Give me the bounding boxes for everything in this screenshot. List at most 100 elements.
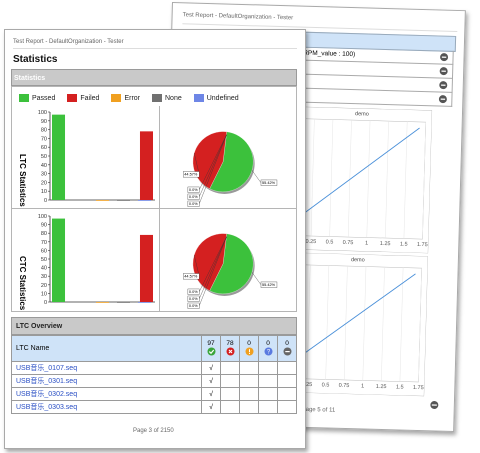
back-row-text: = RPM_value : 100) — [297, 49, 356, 59]
statistics-panel — [11, 86, 297, 312]
grid-line — [366, 120, 371, 238]
pie-label-undefined-box — [187, 302, 200, 309]
y-tick-label: 80 — [41, 128, 47, 134]
icon-bar — [441, 56, 447, 58]
pie-label-error: 0.0% — [189, 290, 198, 294]
grid-line — [310, 119, 315, 236]
pie-label-passed-box — [260, 281, 278, 288]
table-header-row: LTC Name 97 78 0 0? 0 — [11, 335, 297, 362]
y-tick-label: 100 — [38, 110, 47, 116]
legend-label: None — [165, 94, 182, 102]
legend: Passed Failed Error None Undefined — [19, 94, 289, 102]
back-page-footer: Page 5 of 11 — [301, 406, 336, 414]
legend-swatch — [67, 94, 78, 102]
y-tick-label: 60 — [41, 248, 47, 254]
y-tick-label: 70 — [41, 136, 47, 142]
x-tick-label: 0.25 — [305, 239, 316, 245]
pie-label-failed-box — [183, 273, 200, 280]
pie-label-none-leader — [199, 134, 227, 197]
legend-swatch — [111, 94, 122, 102]
x-tick-label: 1.5 — [400, 241, 408, 247]
legend-label: Failed — [80, 94, 100, 102]
bar-failed — [139, 131, 153, 200]
x-tick-label: 1 — [361, 383, 364, 389]
bar-none — [116, 200, 131, 201]
front-page-footer: Page 3 of 2150 — [133, 428, 174, 434]
icon-bar — [441, 84, 446, 86]
y-tick-label: 50 — [41, 257, 47, 263]
pie-label-undefined: 0.0% — [189, 202, 198, 206]
grid-line — [418, 268, 422, 383]
legend-label: Passed — [32, 94, 56, 102]
pie-label-none-box — [187, 193, 200, 200]
icon-bar — [440, 98, 446, 100]
back-table: = RPM_value : 100) — [173, 3, 465, 107]
chart-title: demo — [351, 257, 365, 263]
ltc-overview-header: LTC Overview — [11, 317, 297, 335]
y-tick-label: 100 — [38, 214, 47, 220]
bar-error — [95, 200, 110, 201]
y-tick-label: 10 — [41, 189, 47, 195]
ltc-row-link-0107[interactable]: USB音乐_0107.seq — [11, 361, 202, 375]
ltc-pie-chart: 55.42% 44.57% 0.0% 0.0% 0.0% — [183, 131, 278, 207]
pie-label-none: 0.0% — [189, 195, 198, 199]
legend-item-failed: Failed — [67, 94, 99, 102]
x-tick-label: 1 — [365, 240, 368, 246]
ltc-row-link-0303[interactable]: USB音乐_0303.seq — [11, 400, 202, 414]
legend-item-passed: Passed — [19, 94, 55, 102]
grid-line — [343, 265, 348, 380]
y-tick-label: 50 — [41, 154, 47, 160]
grid-line — [399, 267, 404, 382]
pie-label-error-box — [187, 186, 200, 193]
bar-undefined — [137, 200, 152, 201]
page-title: Statistics — [13, 54, 58, 65]
x-tick-label: 1.75 — [413, 385, 424, 391]
ltc-bar-chart: 0 10 20 30 40 50 60 70 80 90 100 — [38, 110, 155, 204]
table-row: USB音乐_0302.seq √ — [11, 387, 297, 401]
passed-status-icon — [207, 347, 215, 355]
back-row-icon — [430, 396, 439, 414]
bar-error — [95, 302, 110, 303]
ctc-pie-chart: 55.42% 44.57% 0.0% 0.0% 0.0% — [183, 233, 278, 309]
pie-label-undefined: 0.0% — [189, 304, 198, 308]
none-status-icon — [283, 347, 291, 355]
y-tick-label: 20 — [41, 180, 47, 186]
bar-undefined — [137, 302, 152, 303]
grid-line — [403, 121, 408, 239]
pie-label-passed: 55.42% — [262, 283, 276, 287]
bar-none — [116, 302, 131, 303]
legend-item-error: Error — [111, 94, 140, 102]
column-divider — [159, 106, 160, 312]
pie-label-passed-box — [260, 179, 278, 186]
x-tick-label: 0.75 — [339, 383, 350, 389]
pie-label-passed-leader — [251, 170, 262, 183]
table-row: USB音乐_0107.seq √ — [11, 361, 297, 375]
y-tick-label: 90 — [41, 223, 47, 229]
ltc-name-header: LTC Name — [11, 335, 202, 362]
y-tick-label: 30 — [41, 172, 47, 178]
grid-line — [422, 122, 426, 240]
ltc-row-link-0302[interactable]: USB音乐_0302.seq — [11, 387, 202, 401]
passed-count: 97 — [207, 339, 215, 347]
y-tick-label: 70 — [41, 240, 47, 246]
pie-label-error: 0.0% — [189, 188, 198, 192]
header-rule — [13, 48, 297, 49]
chart-frame — [288, 106, 433, 254]
pie-label-failed-box — [183, 171, 200, 178]
undefined-count-cell: 0? — [258, 335, 278, 362]
x-tick-label: 0.75 — [343, 240, 354, 246]
y-tick-label: 90 — [41, 119, 47, 125]
error-count: 0 — [247, 339, 251, 347]
none-count-cell: 0 — [277, 335, 297, 362]
x-tick-label: 1.5 — [396, 384, 404, 390]
pie-label-error-box — [187, 288, 200, 295]
pie-label-none-leader — [199, 236, 227, 299]
pie-label-failed: 44.57% — [184, 173, 198, 177]
ltc-row-link-0301[interactable]: USB音乐_0301.seq — [11, 374, 202, 388]
legend-label: Error — [124, 94, 140, 102]
bar-passed — [52, 114, 66, 200]
legend-item-undefined: Undefined — [193, 94, 239, 102]
bar-axis: 0 10 20 30 40 50 60 70 80 90 100 — [38, 214, 50, 306]
front-page-header: Test Report - DefaultOrganization - Test… — [13, 39, 124, 45]
passed-count-cell: 97 — [201, 335, 221, 362]
